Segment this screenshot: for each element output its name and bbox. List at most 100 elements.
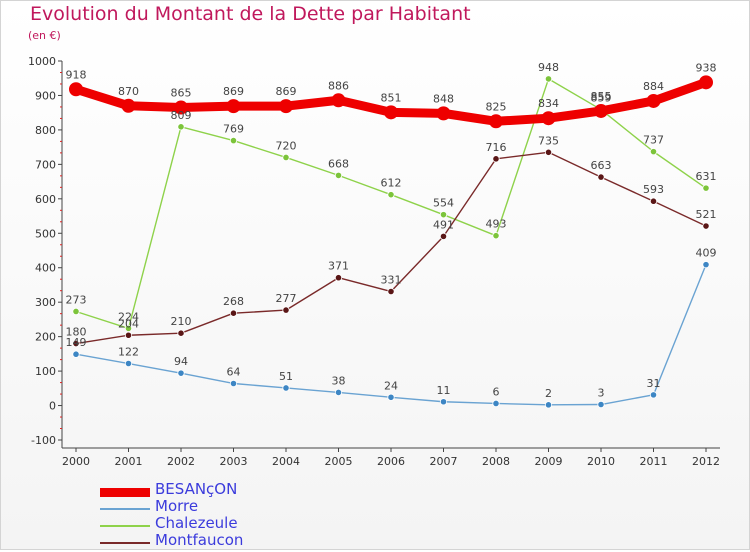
data-label: 273 <box>66 293 87 306</box>
data-label: 851 <box>381 91 402 104</box>
y-tick-label: 400 <box>35 262 56 275</box>
x-tick-label: 2007 <box>430 455 458 468</box>
y-tick-label: 800 <box>35 124 56 137</box>
data-label: 11 <box>437 384 451 397</box>
data-point <box>124 359 133 368</box>
data-point <box>544 75 553 83</box>
y-tick-label: 300 <box>35 296 56 309</box>
legend-label: Morre <box>155 497 199 515</box>
x-tick-label: 2004 <box>272 455 300 468</box>
data-point <box>72 307 80 316</box>
data-label: 409 <box>696 247 717 260</box>
data-point <box>279 99 293 114</box>
data-label: 554 <box>433 197 454 210</box>
data-point <box>649 148 658 156</box>
data-point <box>334 388 343 397</box>
data-point <box>334 171 343 179</box>
data-point <box>229 379 238 388</box>
data-label: 64 <box>227 365 241 378</box>
chart-subtitle: (en €) <box>28 29 61 42</box>
x-tick-label: 2012 <box>692 455 720 468</box>
data-point <box>331 93 346 108</box>
axes: -100 0 100 200 300 400 500 600 700 800 900 1000 2000… <box>28 55 720 468</box>
data-point <box>229 309 238 317</box>
data-label: 848 <box>433 92 454 105</box>
series-points <box>69 75 713 409</box>
data-point <box>282 153 290 162</box>
data-label: 716 <box>486 141 507 154</box>
data-label: 884 <box>643 80 664 93</box>
y-tick-label: 0 <box>49 400 56 413</box>
data-label: 859 <box>591 92 612 105</box>
y-tick-label: -100 <box>31 434 56 447</box>
data-point <box>544 148 553 156</box>
data-label: 521 <box>696 208 717 221</box>
data-label: 663 <box>591 159 612 172</box>
data-label: 668 <box>328 157 349 170</box>
y-tick-label: 600 <box>35 193 56 206</box>
data-label: 612 <box>381 177 402 190</box>
legend-swatch <box>100 542 150 544</box>
data-point <box>439 232 448 240</box>
data-label: 6 <box>493 385 500 398</box>
data-point <box>597 173 605 181</box>
x-tick-label: 2001 <box>115 455 143 468</box>
data-label: 24 <box>384 379 398 392</box>
data-label: 204 <box>118 317 139 330</box>
data-label: 769 <box>223 123 244 136</box>
data-point <box>177 369 185 377</box>
data-point <box>124 331 133 339</box>
y-tick-label: 200 <box>35 331 56 344</box>
data-label: 631 <box>696 170 717 183</box>
data-point <box>226 99 241 114</box>
data-label: 593 <box>643 183 664 196</box>
data-label: 2 <box>545 387 552 400</box>
data-point <box>492 399 500 408</box>
line-chart: -100 0 100 200 300 400 500 600 700 800 900 1000 2000… <box>28 55 720 468</box>
data-point <box>387 393 395 401</box>
data-point <box>702 261 710 269</box>
data-point <box>69 82 83 97</box>
data-point <box>174 100 188 115</box>
data-point <box>387 287 395 296</box>
y-tick-label: 500 <box>35 227 56 240</box>
data-label: 834 <box>538 97 559 110</box>
y-tick-label: 1000 <box>28 55 56 68</box>
data-label: 268 <box>223 295 244 308</box>
y-tick-label: 100 <box>35 365 56 378</box>
x-tick-label: 2000 <box>62 455 90 468</box>
chart-title: Evolution du Montant de la Dette par Hab… <box>30 3 471 25</box>
data-point <box>439 398 448 406</box>
data-label: 331 <box>381 274 402 287</box>
x-tick-label: 2006 <box>377 455 405 468</box>
data-label: 918 <box>66 68 87 81</box>
data-point <box>177 123 185 131</box>
data-label: 938 <box>696 61 717 74</box>
legend-label: Chalezeule <box>155 514 238 532</box>
data-point <box>439 211 448 219</box>
data-point <box>649 391 658 399</box>
legend-swatch <box>100 525 150 527</box>
data-point <box>489 114 503 129</box>
data-point <box>597 400 605 409</box>
legend-label: BESANçON <box>155 480 238 498</box>
data-point <box>177 329 185 337</box>
data-label: 869 <box>276 85 297 98</box>
data-point <box>436 106 451 121</box>
data-label: 491 <box>433 218 454 231</box>
data-label: 38 <box>332 374 346 387</box>
data-point <box>334 274 343 282</box>
data-label: 210 <box>171 315 192 328</box>
data-point <box>594 103 608 118</box>
data-label: 51 <box>279 370 293 383</box>
y-tick-label: 900 <box>35 89 56 102</box>
data-point <box>646 93 661 108</box>
x-tick-label: 2008 <box>482 455 510 468</box>
data-point <box>492 155 500 163</box>
data-label: 865 <box>171 87 192 100</box>
data-point <box>282 306 290 314</box>
data-label: 720 <box>276 139 297 152</box>
data-point <box>282 384 290 392</box>
legend-swatch <box>100 508 150 510</box>
